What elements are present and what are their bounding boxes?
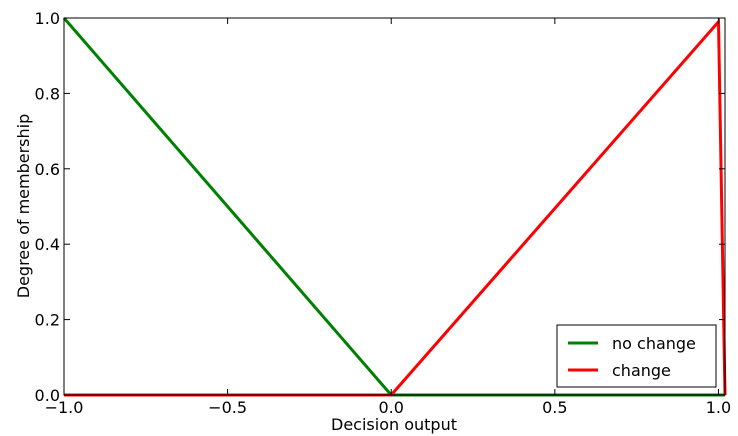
x-tick-label: 0.5 — [542, 398, 567, 417]
x-tick-label: 0.0 — [379, 398, 404, 417]
y-tick-label: 1.0 — [35, 9, 60, 28]
y-tick-label: 0.0 — [35, 386, 60, 405]
legend-box — [556, 324, 717, 388]
legend: no change change — [556, 324, 717, 388]
legend-label: change — [612, 361, 671, 380]
x-axis: −1.0 −0.5 0.0 0.5 1.0 — [45, 18, 731, 417]
y-axis: 0.0 0.2 0.4 0.6 0.8 1.0 — [35, 9, 725, 405]
y-tick-label: 0.6 — [35, 160, 60, 179]
y-tick-label: 0.2 — [35, 311, 60, 330]
y-tick-label: 0.8 — [35, 84, 60, 103]
x-tick-label: −1.0 — [45, 398, 84, 417]
x-tick-label: 1.0 — [706, 398, 731, 417]
x-axis-label: Decision output — [331, 415, 457, 434]
y-tick-label: 0.4 — [35, 235, 60, 254]
y-axis-label: Degree of membership — [14, 114, 33, 299]
x-tick-label: −0.5 — [208, 398, 247, 417]
plot-frame — [63, 17, 726, 396]
legend-label: no change — [612, 334, 696, 353]
